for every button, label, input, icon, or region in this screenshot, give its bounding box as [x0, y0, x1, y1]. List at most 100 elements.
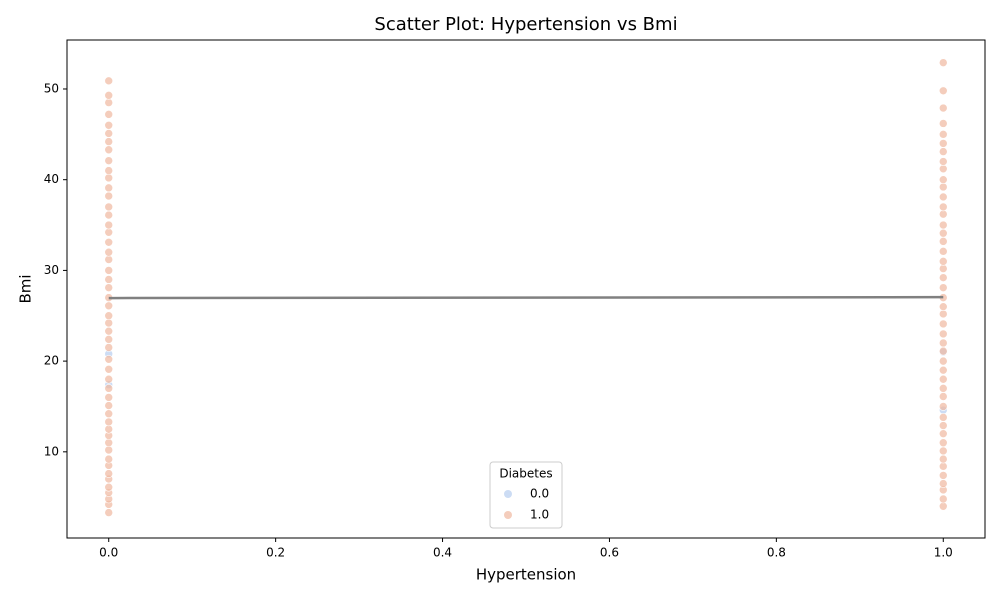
point: [104, 228, 114, 237]
point: [938, 228, 948, 238]
point: [104, 438, 114, 448]
point: [104, 343, 114, 352]
point: [104, 374, 114, 384]
point: [104, 482, 114, 492]
point: [938, 454, 948, 464]
point: [104, 120, 114, 130]
legend-title: Diabetes: [499, 467, 552, 481]
point: [104, 129, 114, 138]
point: [104, 393, 114, 402]
x-tick-label: 1.0: [934, 546, 953, 560]
point: [938, 257, 948, 266]
point: [938, 58, 948, 67]
point: [938, 192, 948, 202]
point: [938, 494, 948, 504]
point: [938, 130, 948, 139]
point: [104, 508, 114, 517]
legend-marker: [504, 511, 512, 519]
point: [938, 471, 948, 480]
point: [938, 374, 948, 384]
chart-title: Scatter Plot: Hypertension vs Bmi: [374, 14, 677, 35]
point: [938, 429, 948, 438]
point: [104, 110, 114, 119]
point: [938, 86, 948, 96]
point: [938, 264, 948, 273]
legend-label: 0.0: [530, 487, 549, 501]
point: [104, 364, 114, 374]
point: [104, 166, 114, 175]
point: [104, 98, 114, 107]
x-tick-label: 0.6: [600, 546, 619, 560]
point: [938, 413, 948, 422]
point: [104, 183, 114, 193]
point: [104, 469, 114, 478]
x-tick-label: 0.2: [266, 546, 285, 560]
x-tick-label: 0.4: [433, 546, 452, 560]
point: [104, 326, 114, 336]
y-tick-label: 20: [44, 354, 59, 368]
point: [938, 247, 948, 256]
point: [104, 202, 114, 212]
point: [938, 392, 948, 401]
point: [104, 283, 114, 292]
point: [104, 424, 114, 434]
point: [938, 103, 948, 113]
legend-marker: [504, 490, 512, 498]
point: [938, 346, 948, 356]
point: [938, 283, 948, 292]
point: [104, 173, 114, 183]
point: [938, 438, 948, 448]
x-tick-label: 0.0: [99, 546, 118, 560]
point: [938, 462, 948, 471]
point: [104, 301, 114, 311]
point: [938, 446, 948, 456]
point: [938, 164, 948, 174]
point: [938, 402, 948, 411]
point: [104, 210, 114, 220]
point: [938, 319, 948, 329]
y-tick-label: 10: [44, 444, 59, 458]
trend-line: [108, 295, 944, 300]
point: [938, 220, 948, 230]
point: [104, 275, 114, 284]
point: [938, 302, 948, 311]
point: [104, 156, 114, 165]
legend-label: 1.0: [530, 508, 549, 522]
point: [104, 137, 114, 146]
point: [104, 335, 114, 344]
plot-frame: [66, 39, 986, 539]
point: [938, 479, 948, 488]
point: [938, 356, 948, 366]
y-axis-label: Bmi: [17, 274, 35, 303]
point: [104, 318, 114, 328]
point: [104, 247, 114, 257]
point: [938, 182, 948, 192]
y-tick-label: 30: [44, 263, 59, 277]
y-tick-label: 40: [44, 172, 59, 186]
point: [104, 401, 114, 410]
point: [104, 355, 114, 364]
point: [938, 338, 948, 348]
point: [104, 237, 114, 247]
point: [938, 501, 948, 511]
point: [104, 91, 114, 100]
point: [104, 311, 114, 321]
point: [104, 220, 114, 230]
point: [104, 409, 114, 419]
point: [938, 119, 948, 128]
point: [938, 365, 948, 375]
point: [938, 202, 948, 212]
point: [104, 145, 114, 155]
point: [938, 384, 948, 393]
point: [938, 139, 948, 148]
point: [104, 266, 114, 275]
point: [104, 454, 114, 464]
point: [938, 329, 948, 339]
point: [938, 237, 948, 246]
x-axis-label: Hypertension: [476, 566, 576, 584]
point: [938, 309, 948, 319]
point: [104, 445, 114, 455]
y-tick-label: 50: [44, 81, 59, 95]
point: [104, 191, 114, 201]
